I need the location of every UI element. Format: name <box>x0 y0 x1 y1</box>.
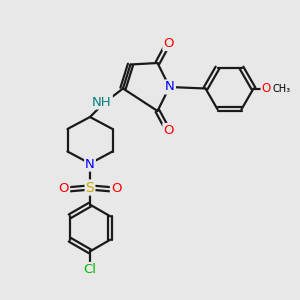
Text: CH₃: CH₃ <box>273 83 291 94</box>
Text: O: O <box>111 182 121 196</box>
Text: S: S <box>85 181 94 194</box>
Text: O: O <box>163 37 174 50</box>
Text: Cl: Cl <box>83 263 97 276</box>
Text: O: O <box>59 182 69 196</box>
Text: O: O <box>262 82 271 95</box>
Text: O: O <box>163 124 174 137</box>
Text: N: N <box>85 158 95 171</box>
Text: N: N <box>165 80 175 94</box>
Text: NH: NH <box>92 95 112 109</box>
